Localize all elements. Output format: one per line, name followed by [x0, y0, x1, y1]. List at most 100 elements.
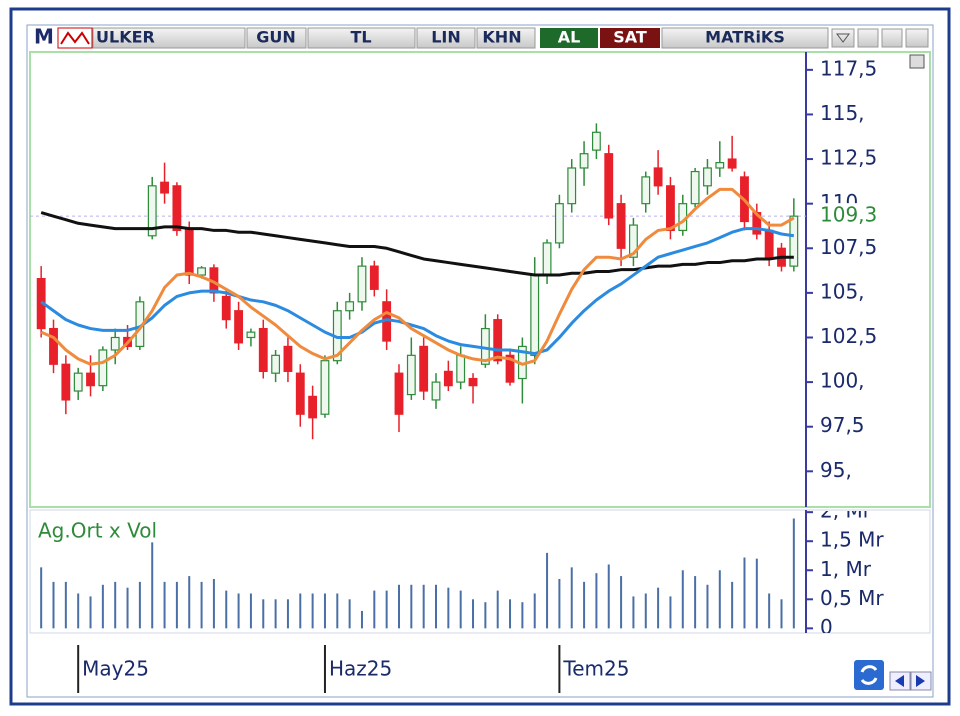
candle-body	[456, 354, 466, 383]
candle-body	[431, 381, 441, 401]
candle-body	[110, 336, 120, 351]
scale: LIN	[431, 28, 461, 47]
mode: KHN	[482, 28, 521, 47]
scroll-right-icon	[916, 675, 925, 687]
candle-body	[357, 265, 367, 303]
x-tick-label: Tem25	[562, 657, 629, 681]
candle-body	[172, 185, 182, 232]
candle-body	[49, 327, 58, 365]
candle-body	[98, 349, 108, 387]
moving-average	[40, 211, 794, 277]
volume-tick-label: 1,5 Mr	[820, 528, 884, 552]
candle-body	[271, 354, 281, 374]
candle-body	[320, 360, 330, 415]
candle-body	[443, 370, 453, 387]
toolbar: M ULKER GUN TL LIN KHN AL SAT MATRiKS	[34, 25, 929, 49]
last-price-label: 109,3	[820, 203, 877, 227]
candle-body	[283, 345, 293, 372]
candle-body	[554, 203, 564, 244]
candle-body	[666, 185, 675, 232]
volume-plot	[40, 518, 795, 629]
volume-title: Ag.Ort x Vol	[38, 519, 157, 543]
candle-body	[653, 167, 663, 187]
candle-body	[295, 372, 305, 415]
candle-body	[764, 229, 774, 258]
price-panel	[29, 51, 931, 508]
scale-button[interactable]	[416, 27, 476, 49]
candle-body	[369, 265, 379, 290]
candle-body	[73, 372, 83, 392]
candle-body	[542, 242, 552, 276]
candle-body	[493, 319, 503, 362]
maximize-button[interactable]	[881, 28, 903, 48]
period-button[interactable]	[246, 27, 307, 49]
sell-button[interactable]	[600, 28, 660, 48]
candle-body	[394, 372, 404, 415]
y-tick-label: 100,	[820, 369, 865, 393]
candle-body	[406, 354, 416, 396]
x-tick-label: Haz25	[329, 657, 392, 681]
dropdown-icon	[836, 33, 850, 43]
y-tick-label: 97,5	[820, 413, 865, 437]
candle-body	[86, 372, 95, 387]
scroll-left-icon	[895, 675, 904, 687]
volume-tick-label: 0,5 Mr	[820, 586, 884, 610]
candle-body	[505, 354, 515, 383]
currency: TL	[350, 28, 371, 47]
y-tick-label: 95,	[820, 458, 852, 482]
plot	[30, 123, 806, 440]
candle-body	[530, 274, 540, 356]
logo-icon-line	[60, 31, 90, 45]
volume-axis: 0 0,5 Mr 1, Mr 1,5 Mr 2, Mr	[806, 499, 884, 633]
candle-body	[567, 167, 577, 205]
y-tick-label: 107,5	[820, 235, 877, 259]
candle-body	[61, 363, 71, 401]
candle-body	[184, 228, 194, 276]
candle-body	[579, 153, 589, 169]
dropdown-button[interactable]	[831, 28, 855, 48]
currency-button[interactable]	[307, 27, 416, 49]
panel-button[interactable]	[909, 54, 925, 69]
buy-button[interactable]	[540, 28, 598, 48]
candle-body	[727, 158, 737, 169]
candle-body	[221, 295, 231, 321]
close-button[interactable]	[905, 28, 929, 48]
candle-body	[789, 215, 799, 267]
y-tick-label: 115,	[820, 101, 865, 125]
y-tick-label: 117,5	[820, 56, 877, 80]
moving-average	[40, 187, 795, 366]
candle-body	[591, 131, 601, 151]
candle-body	[419, 345, 429, 392]
logo: M	[34, 25, 54, 49]
candle-body	[234, 310, 244, 344]
candle-body	[641, 176, 651, 205]
symbol: ULKER	[96, 28, 155, 47]
sell: SAT	[613, 28, 647, 47]
refresh-button[interactable]	[854, 660, 884, 690]
period: GUN	[256, 28, 296, 47]
buy: AL	[558, 28, 581, 47]
last-price-bg	[814, 203, 926, 230]
mode-button[interactable]	[476, 27, 536, 49]
candle-body	[616, 203, 626, 249]
candle-body	[629, 224, 638, 258]
candle-body	[690, 170, 700, 205]
candle-body	[715, 162, 725, 169]
minimize-button[interactable]	[857, 28, 879, 48]
candle-body	[468, 377, 478, 387]
candle-body	[197, 267, 206, 276]
y-tick-label: 105,	[820, 279, 865, 303]
candle-body	[258, 327, 268, 372]
volume-tick-label: 2, Mr	[820, 499, 872, 523]
x-tick-label: May25	[82, 657, 149, 681]
symbol-box[interactable]	[92, 27, 246, 49]
y-tick-label: 102,5	[820, 324, 877, 348]
volume-tick-label: 1, Mr	[820, 557, 872, 581]
refresh-icon	[860, 665, 878, 685]
date-panel	[30, 640, 930, 696]
candle-body	[147, 185, 157, 237]
volume-panel	[29, 509, 931, 634]
logo-icon	[57, 27, 93, 49]
y-tick-label: 112,5	[820, 146, 877, 170]
